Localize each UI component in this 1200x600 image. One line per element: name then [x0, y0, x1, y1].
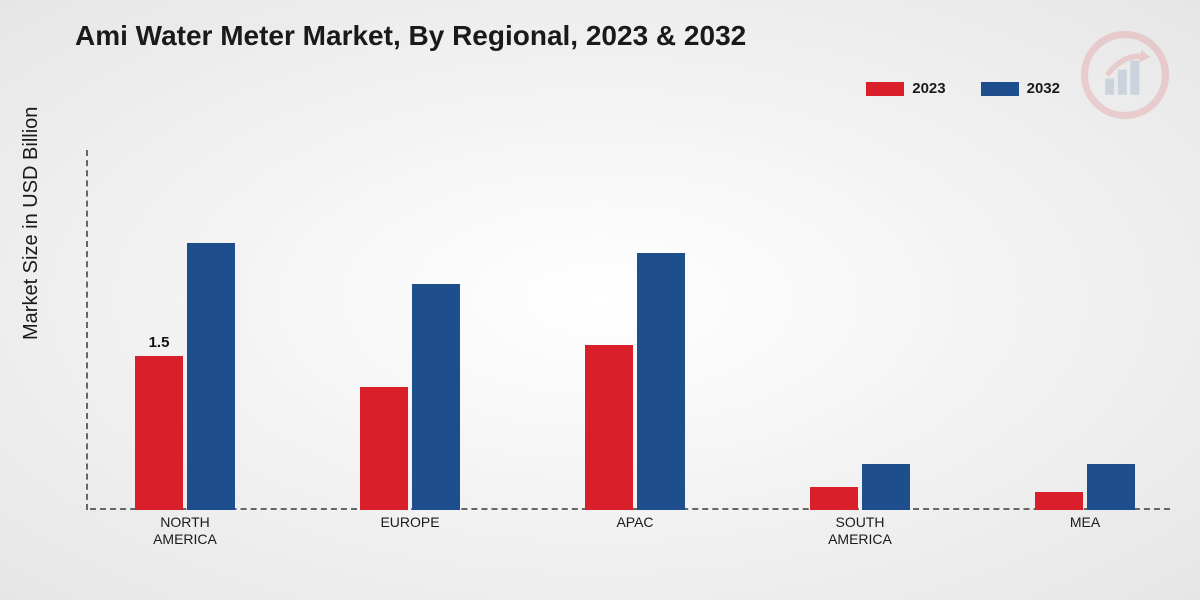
y-axis-line [86, 150, 88, 510]
bar-2023: 1.5 [135, 356, 183, 510]
x-axis-category-label: SOUTH AMERICA [795, 514, 925, 548]
bar-group [1020, 464, 1150, 510]
x-axis-labels: NORTH AMERICA EUROPE APAC SOUTH AMERICA MEA [90, 514, 1170, 564]
bar-2032 [412, 284, 460, 510]
bar-group: 1.5 [120, 243, 250, 510]
x-axis-category-label: APAC [570, 514, 700, 531]
bar-group [345, 284, 475, 510]
bar-2023 [360, 387, 408, 510]
bar-2023 [1035, 492, 1083, 511]
y-axis-label: Market Size in USD Billion [20, 107, 43, 340]
chart-title: Ami Water Meter Market, By Regional, 202… [75, 20, 746, 52]
x-axis-category-label: MEA [1020, 514, 1150, 531]
bar-2023 [585, 345, 633, 510]
legend-label-2032: 2032 [1027, 80, 1060, 97]
bar-2032 [187, 243, 235, 510]
x-axis-category-label: NORTH AMERICA [120, 514, 250, 548]
bar-group [795, 464, 925, 510]
x-axis-category-label: EUROPE [345, 514, 475, 531]
bar-2032 [637, 253, 685, 510]
legend-swatch-2023 [866, 82, 904, 96]
bar-2023 [810, 487, 858, 510]
watermark-logo [1080, 30, 1170, 125]
legend-swatch-2032 [981, 82, 1019, 96]
bar-group [570, 253, 700, 510]
bar-2032 [1087, 464, 1135, 510]
legend-label-2023: 2023 [912, 80, 945, 97]
bar-2032 [862, 464, 910, 510]
plot-area: 1.5 [90, 150, 1170, 510]
legend-item-2032: 2032 [981, 80, 1060, 97]
legend-item-2023: 2023 [866, 80, 945, 97]
legend: 2023 2032 [866, 80, 1060, 97]
bar-value-label: 1.5 [135, 334, 183, 351]
